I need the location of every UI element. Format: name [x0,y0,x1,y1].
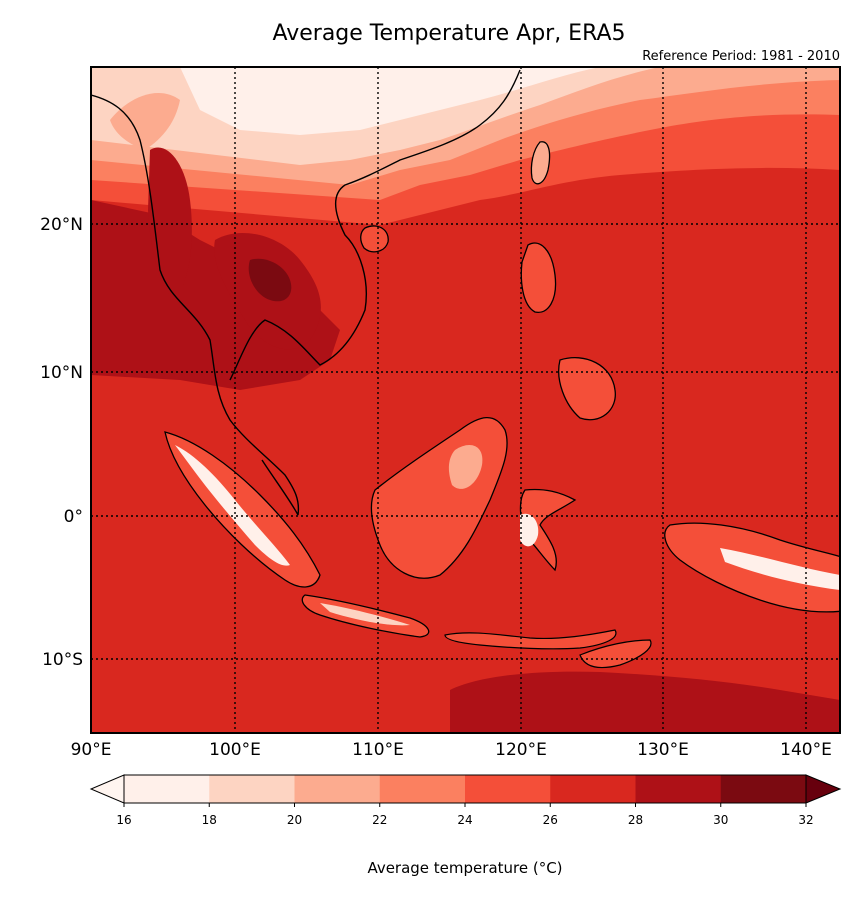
map-subtitle: Reference Period: 1981 - 2010 [642,49,840,64]
land-philippines-luzon [520,242,557,313]
colorbar-tick-label-30: 30 [713,813,728,827]
lat-tick-labels: 20°N 10°N 0° 10°S [40,215,83,670]
colorbar-bin-28-30 [635,775,722,803]
land-hainan [360,225,389,253]
colorbar-bin-26-28 [550,775,636,803]
band-16-18-north [180,67,600,135]
colorbar-tick-label-26: 26 [543,813,558,827]
lat-tick-10s: 10°S [42,650,83,670]
land-sumatra-range [175,445,290,566]
band-30-32-indochina [248,258,292,302]
colorbar-tick-label-16: 16 [116,813,131,827]
colorbar-tick-label-20: 20 [287,813,302,827]
colorbar: 16 18 20 22 24 26 28 30 32 Average temperature (… [89,774,842,877]
colorbar-bin-30-32 [720,775,807,803]
land-lesser-sunda [444,629,617,650]
colorbar-tick-label-28: 28 [628,813,643,827]
lat-tick-10n: 10°N [40,363,83,383]
lon-tick-120: 120°E [495,740,547,760]
colorbar-bin-22-24 [379,775,466,803]
colorbar-tick-label-18: 18 [202,813,217,827]
map-area [91,67,840,733]
colorbar-bin-20-22 [294,775,381,803]
lon-tick-100: 100°E [209,740,261,760]
map-title: Average Temperature Apr, ERA5 [272,21,625,46]
land-java-range [320,603,410,626]
colorbar-tick-label-32: 32 [798,813,813,827]
colorbar-under-arrow [89,774,125,804]
band-28-30-south [450,671,840,733]
land-borneo-highland [448,445,483,489]
land-philippines-mindanao [558,356,616,421]
lat-tick-0: 0° [64,507,83,527]
land-sulawesi-range [520,513,539,547]
colorbar-over-arrow [805,774,842,804]
lon-tick-140: 140°E [780,740,832,760]
lon-tick-labels: 90°E 100°E 110°E 120°E 130°E 140°E [71,740,832,760]
colorbar-bin-16-18 [124,775,210,803]
land-taiwan [530,141,551,185]
colorbar-tick-label-22: 22 [372,813,387,827]
colorbar-bins [124,775,807,803]
lon-tick-90: 90°E [71,740,112,760]
colorbar-tick-label-24: 24 [457,813,472,827]
colorbar-bin-18-20 [209,775,295,803]
coastline-mainland [91,69,521,516]
lon-tick-110: 110°E [352,740,404,760]
lon-tick-130: 130°E [637,740,689,760]
land-new-guinea-range [720,548,840,590]
lat-tick-20n: 20°N [40,215,83,235]
band-highland-myanmar [110,92,180,150]
land-timor [579,639,652,669]
colorbar-label: Average temperature (°C) [367,859,562,877]
gridlines [91,67,840,733]
map-frame [90,66,841,734]
colorbar-bin-24-26 [465,775,551,803]
colorbar-ticks: 16 18 20 22 24 26 28 30 32 [116,803,814,827]
